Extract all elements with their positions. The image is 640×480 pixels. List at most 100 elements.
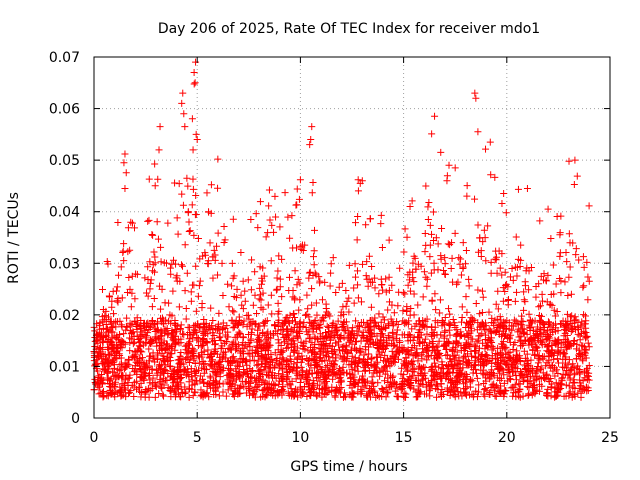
data-point (366, 325, 374, 333)
data-point (251, 268, 259, 276)
data-point (538, 290, 546, 298)
data-point (346, 331, 354, 339)
data-point (456, 365, 464, 373)
data-point (565, 342, 573, 350)
data-point (426, 221, 434, 229)
data-point (521, 371, 529, 379)
data-point (96, 383, 104, 391)
data-point (228, 282, 236, 290)
data-point (246, 350, 254, 358)
data-point (581, 332, 589, 340)
data-point (509, 345, 517, 353)
data-point (428, 346, 436, 354)
data-point (255, 295, 263, 303)
data-point (466, 318, 474, 326)
data-point (171, 366, 179, 374)
data-point (214, 271, 222, 279)
data-point (487, 334, 495, 342)
data-point (291, 314, 299, 322)
data-point (186, 354, 194, 362)
data-point (546, 377, 554, 385)
data-point (159, 355, 167, 363)
data-point (180, 110, 188, 118)
data-point (291, 296, 299, 304)
y-tick-label: 0.05 (49, 153, 80, 169)
data-point (501, 287, 509, 295)
data-point (471, 195, 479, 203)
data-point (303, 368, 311, 376)
data-point (247, 286, 255, 294)
data-point (518, 321, 526, 329)
data-point (185, 324, 193, 332)
data-point (569, 360, 577, 368)
data-point (150, 248, 158, 256)
data-point (441, 260, 449, 268)
data-point (171, 341, 179, 349)
data-point (484, 337, 492, 345)
data-point (540, 276, 548, 284)
data-point (214, 383, 222, 391)
data-point (462, 339, 470, 347)
data-point (470, 316, 478, 324)
data-point (278, 293, 286, 301)
data-point (514, 325, 522, 333)
data-point (572, 345, 580, 353)
data-point (284, 357, 292, 365)
data-point (155, 146, 163, 154)
data-point (578, 355, 586, 363)
data-point (480, 390, 488, 398)
data-point (585, 277, 593, 285)
data-point (176, 375, 184, 383)
data-point (520, 361, 528, 369)
data-point (92, 380, 100, 388)
data-point (167, 319, 175, 327)
data-point (474, 319, 482, 327)
data-point (107, 375, 115, 383)
data-point (513, 288, 521, 296)
data-point (568, 312, 576, 320)
data-point (224, 344, 232, 352)
data-point (327, 330, 335, 338)
data-point (329, 254, 337, 262)
data-point (472, 354, 480, 362)
data-point (354, 379, 362, 387)
data-point (177, 349, 185, 357)
data-point (189, 175, 197, 183)
data-point (125, 273, 133, 281)
data-point (194, 334, 202, 342)
data-point (349, 390, 357, 398)
data-point (112, 334, 120, 342)
data-point (151, 327, 159, 335)
data-point (361, 343, 369, 351)
data-point (286, 234, 294, 242)
data-point (115, 271, 123, 279)
data-point (135, 342, 143, 350)
data-point (162, 316, 170, 324)
data-point (294, 393, 302, 401)
data-point (100, 334, 108, 342)
data-point (576, 370, 584, 378)
data-point (293, 359, 301, 367)
data-point (557, 289, 565, 297)
data-point (185, 228, 193, 236)
data-point (316, 279, 324, 287)
data-point (170, 388, 178, 396)
data-point (243, 361, 251, 369)
data-point (122, 169, 130, 177)
data-point (218, 259, 226, 267)
data-point (346, 391, 354, 399)
data-point (148, 366, 156, 374)
data-point (266, 216, 274, 224)
data-point (240, 317, 248, 325)
data-point (324, 344, 332, 352)
data-point (423, 353, 431, 361)
data-point (393, 326, 401, 334)
data-point (467, 324, 475, 332)
data-point (459, 357, 467, 365)
data-point (342, 287, 350, 295)
data-point (257, 360, 265, 368)
data-point (449, 387, 457, 395)
data-point (480, 380, 488, 388)
data-point (380, 338, 388, 346)
data-point (341, 389, 349, 397)
